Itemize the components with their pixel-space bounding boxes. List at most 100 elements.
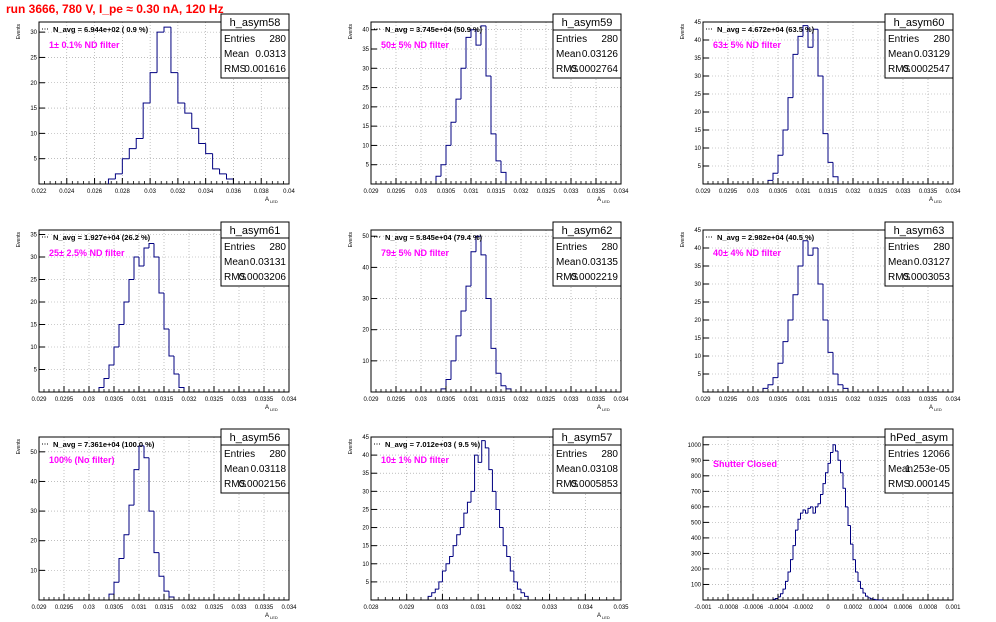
filter-annotation: 63± 5% ND filter xyxy=(713,40,781,50)
x-axis-title-subscript: LED xyxy=(602,615,610,620)
histogram-bin xyxy=(785,580,788,590)
y-axis: 5 10 15 20 25 30 35 40 xyxy=(362,28,377,169)
stats-label: Entries xyxy=(556,34,587,45)
histogram-bin xyxy=(133,469,139,506)
x-tick-label: 0.024 xyxy=(59,189,75,195)
y-axis: 5 10 15 20 25 30 35 40 45 xyxy=(694,20,709,170)
y-tick-label: 800 xyxy=(691,474,702,480)
histogram-bin xyxy=(121,158,130,174)
stats-label: Mean xyxy=(224,464,249,475)
histogram-bin xyxy=(500,160,507,184)
histogram-bin xyxy=(847,506,851,526)
x-tick-label: 0.0335 xyxy=(919,189,938,195)
y-tick-label: 35 xyxy=(694,56,701,62)
x-tick-label: 0.0004 xyxy=(869,605,888,611)
histogram-bin xyxy=(480,25,486,46)
x-tick-label: 0.029 xyxy=(695,397,711,403)
histogram-bin xyxy=(762,387,768,392)
histogram-bin xyxy=(845,488,848,508)
filter-annotation: 50± 5% ND filter xyxy=(381,40,449,50)
stats-label: Entries xyxy=(888,34,919,45)
y-axis-title: Events xyxy=(348,24,354,40)
histogram-bin xyxy=(450,121,456,146)
histogram-name: h_asym63 xyxy=(894,225,945,237)
x-tick-label: 0.0305 xyxy=(105,605,124,611)
histogram-bin xyxy=(520,589,525,594)
histogram-bin xyxy=(513,571,518,583)
histogram-bin xyxy=(470,490,475,503)
x-tick-label: 0.0325 xyxy=(205,397,224,403)
y-tick-label: 20 xyxy=(30,539,37,545)
histogram-bin xyxy=(455,98,461,123)
y-tick-label: 20 xyxy=(362,526,369,532)
y-tick-label: 30 xyxy=(362,297,369,303)
y-tick-label: 600 xyxy=(691,505,702,511)
filter-annotation: 25± 2.5% ND filter xyxy=(49,248,125,258)
stats-label: Entries xyxy=(556,242,587,253)
x-tick-label: 0.032 xyxy=(513,189,529,195)
histogram-bin xyxy=(168,329,174,357)
x-tick-label: 0.0315 xyxy=(155,397,174,403)
histogram-bin xyxy=(445,563,450,572)
x-tick-label: 0.036 xyxy=(226,189,242,195)
y-tick-label: 300 xyxy=(691,551,702,557)
histogram-bin xyxy=(148,243,154,248)
x-tick-label: 0.001 xyxy=(945,605,961,611)
histogram-bin xyxy=(782,588,786,594)
histogram-name: hPed_asym xyxy=(890,432,948,444)
y-tick-label: 10 xyxy=(362,562,369,568)
x-tick-label: 0.032 xyxy=(845,189,861,195)
histogram-bin xyxy=(138,257,144,267)
histogram-bin xyxy=(837,450,841,461)
histogram-bin xyxy=(481,440,486,463)
y-axis-title: Events xyxy=(16,439,22,455)
filter-annotation: 79± 5% ND filter xyxy=(381,248,449,258)
histogram-panel-h-asym56: 0.029 0.0295 0.03 0.0305 0.031 0.0315 0.032 0.0… xyxy=(16,428,297,620)
x-tick-label: 0.0325 xyxy=(537,397,556,403)
x-tick-label: 0.031 xyxy=(131,605,147,611)
histogram-bin xyxy=(810,506,813,509)
histogram-bin xyxy=(128,504,134,535)
histogram-bin xyxy=(800,512,803,520)
x-axis-title: A xyxy=(597,405,601,411)
histogram-bin xyxy=(114,173,123,179)
x-tick-label: 0.04 xyxy=(283,189,295,195)
stats-label: RMS xyxy=(888,64,911,75)
histogram-panel-h-asym58: 0.022 0.024 0.026 0.028 0.03 0.032 0.034 0.036 0… xyxy=(16,13,295,204)
x-tick-label: 0.0335 xyxy=(255,605,274,611)
x-tick-label: 0.033 xyxy=(563,189,579,195)
histogram-bin xyxy=(431,592,436,597)
x-tick-label: 0.035 xyxy=(613,605,629,611)
x-tick-label: -0.0002 xyxy=(793,605,814,611)
histogram-bin xyxy=(855,559,858,573)
histogram-bin xyxy=(835,444,838,452)
histogram-bin xyxy=(495,491,500,510)
x-tick-label: 0.03 xyxy=(747,189,759,195)
navg-label: N_avg = 2.982e+04 (40.5 %) xyxy=(717,233,815,242)
histogram-bin xyxy=(822,284,828,321)
y-axis: 5 10 15 20 25 30 35 40 45 xyxy=(694,228,709,378)
x-tick-label: 0.03 xyxy=(437,605,449,611)
y-tick-label: 10 xyxy=(30,131,37,137)
histogram-bins xyxy=(107,26,234,184)
x-axis: 0.022 0.024 0.026 0.028 0.03 0.032 0.034 0.036 0… xyxy=(31,178,295,195)
histogram-bin xyxy=(485,25,491,77)
histogram-bin xyxy=(820,493,823,504)
histogram-bin xyxy=(170,27,178,74)
histogram-bin xyxy=(123,534,129,559)
histogram-bin xyxy=(865,593,868,597)
x-tick-label: 0.034 xyxy=(945,397,961,403)
stats-value: 0.03131 xyxy=(250,257,287,268)
x-tick-label: 0.033 xyxy=(231,605,247,611)
x-tick-label: 0.03 xyxy=(415,397,427,403)
y-tick-label: 15 xyxy=(362,544,369,550)
y-tick-label: 25 xyxy=(694,300,701,306)
stats-box-frame xyxy=(884,428,954,494)
y-tick-label: 30 xyxy=(30,509,37,515)
histogram-bin xyxy=(477,455,482,463)
histogram-bin xyxy=(163,576,169,592)
y-tick-label: 200 xyxy=(691,567,702,573)
stats-value: 0.03108 xyxy=(582,464,619,475)
stats-value: 0.0002219 xyxy=(571,272,619,283)
x-axis-title: A xyxy=(597,197,601,203)
